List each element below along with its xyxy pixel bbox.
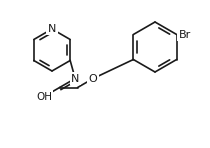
Text: Br: Br: [178, 29, 191, 40]
Text: O: O: [89, 74, 98, 83]
Text: N: N: [48, 24, 56, 34]
Text: N: N: [71, 74, 79, 83]
Text: OH: OH: [36, 91, 52, 102]
